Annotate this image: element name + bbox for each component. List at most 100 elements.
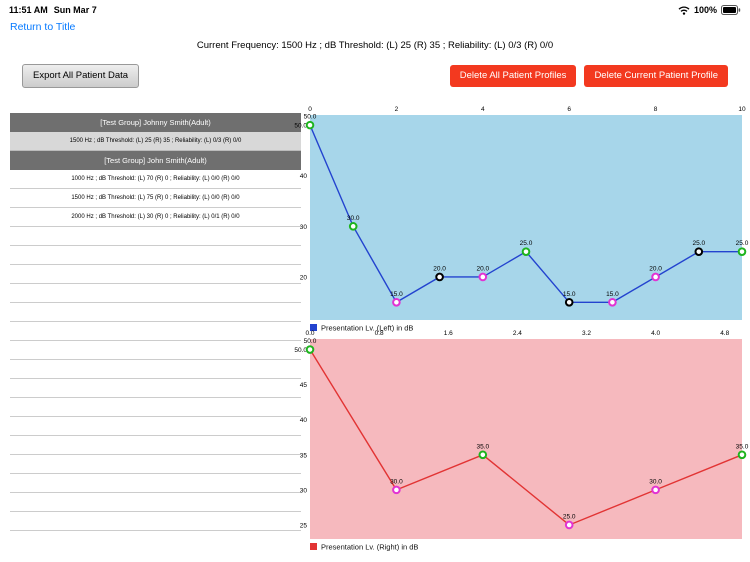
data-point-marker <box>392 485 401 495</box>
patient-record-row[interactable]: 1500 Hz ; dB Threshold: (L) 75 (R) 0 ; R… <box>10 189 301 208</box>
left-ear-chart-svg: 0 2 4 6 8 10 50.0 40 30 20 50.0 30.0 15.0 20.0 20.0 25.… <box>294 106 749 333</box>
empty-list-row <box>10 341 301 360</box>
battery-icon <box>721 5 741 15</box>
data-point-marker <box>608 297 617 307</box>
patient-record-row[interactable]: 1000 Hz ; dB Threshold: (L) 70 (R) 0 ; R… <box>10 170 301 189</box>
x-tick-label: 2 <box>395 106 399 113</box>
data-point-label: 30.0 <box>390 478 403 485</box>
empty-list-row <box>10 436 301 455</box>
empty-list-row <box>10 379 301 398</box>
y-tick-label: 50.0 <box>294 123 307 130</box>
patient-record-row[interactable]: 2000 Hz ; dB Threshold: (L) 30 (R) 0 ; R… <box>10 208 301 227</box>
x-tick-label: 4.0 <box>651 330 660 337</box>
right-ear-chart: 0.0 0.8 1.6 2.4 3.2 4.0 4.8 50.0 45 40 35 30 25 50.0 3… <box>292 328 750 558</box>
data-point-marker <box>564 297 574 307</box>
y-tick-label: 30 <box>300 224 308 231</box>
data-point-marker <box>694 247 704 256</box>
x-tick-label: 0.0 <box>305 330 314 337</box>
plot-background <box>310 115 742 320</box>
right-ear-chart-svg: 0.0 0.8 1.6 2.4 3.2 4.0 4.8 50.0 45 40 35 30 25 50.0 3… <box>294 330 749 552</box>
empty-list-row <box>10 512 301 531</box>
y-tick-label: 35 <box>300 452 308 459</box>
empty-list-row <box>10 455 301 474</box>
x-tick-label: 0 <box>308 106 312 113</box>
y-tick-label: 50.0 <box>294 347 307 354</box>
empty-list-row <box>10 360 301 379</box>
empty-list-row <box>10 398 301 417</box>
patient-group-header[interactable]: [Test Group] John Smith(Adult) <box>10 151 301 170</box>
y-tick-label: 25 <box>300 522 308 529</box>
data-point-label: 35.0 <box>476 443 489 450</box>
empty-list-row <box>10 303 301 322</box>
status-date: Sun Mar 7 <box>53 5 97 15</box>
patient-list: [Test Group] Johnny Smith(Adult) 1500 Hz … <box>10 113 301 531</box>
empty-list-row <box>10 265 301 284</box>
x-tick-label: 4 <box>481 106 485 113</box>
data-point-marker <box>737 450 747 460</box>
wifi-icon <box>678 5 690 15</box>
legend-marker <box>310 324 317 331</box>
current-status-text: Current Frequency: 1500 Hz ; dB Threshol… <box>196 40 554 51</box>
data-point-marker <box>305 345 315 354</box>
data-point-marker <box>651 485 660 495</box>
data-point-label: 30.0 <box>347 215 360 222</box>
data-point-marker <box>348 222 358 231</box>
return-to-title-link[interactable]: Return to Title <box>10 21 76 33</box>
patient-record-row-selected[interactable]: 1500 Hz ; dB Threshold: (L) 25 (R) 35 ; … <box>10 132 301 151</box>
data-point-label: 50.0 <box>304 114 317 121</box>
data-point-label: 15.0 <box>606 291 619 298</box>
data-point-label: 30.0 <box>649 478 662 485</box>
data-point-marker <box>478 450 488 460</box>
patient-group-header[interactable]: [Test Group] Johnny Smith(Adult) <box>10 113 301 132</box>
data-point-label: 25.0 <box>563 513 576 520</box>
x-tick-label: 1.6 <box>444 330 453 337</box>
empty-list-row <box>10 493 301 512</box>
data-point-label: 25.0 <box>520 240 533 247</box>
data-point-marker <box>651 272 660 282</box>
y-tick-label: 20 <box>300 274 308 281</box>
x-tick-label: 3.2 <box>582 330 591 337</box>
data-point-label: 20.0 <box>433 265 446 272</box>
data-point-marker <box>737 247 747 256</box>
data-point-label: 35.0 <box>736 443 749 450</box>
delete-current-profile-button[interactable]: Delete Current Patient Profile <box>584 65 728 87</box>
empty-list-row <box>10 246 301 265</box>
data-point-label: 15.0 <box>390 291 403 298</box>
battery-percent: 100% <box>693 5 717 15</box>
data-point-label: 20.0 <box>649 265 662 272</box>
data-point-marker <box>478 272 488 282</box>
x-tick-label: 8 <box>654 106 658 113</box>
status-bar: 11:51 AM Sun Mar 7 100% <box>0 0 750 20</box>
y-tick-label: 40 <box>300 173 308 180</box>
empty-list-row <box>10 417 301 436</box>
empty-list-row <box>10 474 301 493</box>
y-tick-label: 30 <box>300 487 308 494</box>
legend-label: Presentation Lv. (Right) in dB <box>321 543 418 552</box>
data-point-label: 15.0 <box>563 291 576 298</box>
x-tick-label: 2.4 <box>513 330 522 337</box>
x-tick-label: 4.8 <box>720 330 729 337</box>
plot-background <box>310 339 742 539</box>
empty-list-row <box>10 227 301 246</box>
x-tick-label: 0.8 <box>375 330 384 337</box>
empty-list-row <box>10 322 301 341</box>
data-point-marker <box>564 520 574 530</box>
delete-all-profiles-button[interactable]: Delete All Patient Profiles <box>449 65 577 87</box>
data-point-marker <box>521 247 531 256</box>
y-tick-label: 40 <box>300 417 308 424</box>
left-ear-chart: 0 2 4 6 8 10 50.0 40 30 20 50.0 30.0 15.0 20.0 20.0 25.… <box>292 100 750 338</box>
export-all-patient-data-button[interactable]: Export All Patient Data <box>22 64 140 88</box>
toolbar: Export All Patient Data Delete All Patie… <box>22 64 728 88</box>
empty-list-row <box>10 284 301 303</box>
status-time: 11:51 AM <box>9 5 48 15</box>
data-point-label: 25.0 <box>692 240 705 247</box>
x-tick-label: 6 <box>567 106 571 113</box>
line-series <box>309 349 743 526</box>
data-point-marker <box>392 297 401 307</box>
legend-label: Presentation Lv. (Left) in dB <box>321 324 413 333</box>
x-tick-label: 10 <box>738 106 746 113</box>
data-point-label: 20.0 <box>476 265 489 272</box>
data-point-label: 25.0 <box>736 240 749 247</box>
data-point-marker <box>305 120 315 130</box>
